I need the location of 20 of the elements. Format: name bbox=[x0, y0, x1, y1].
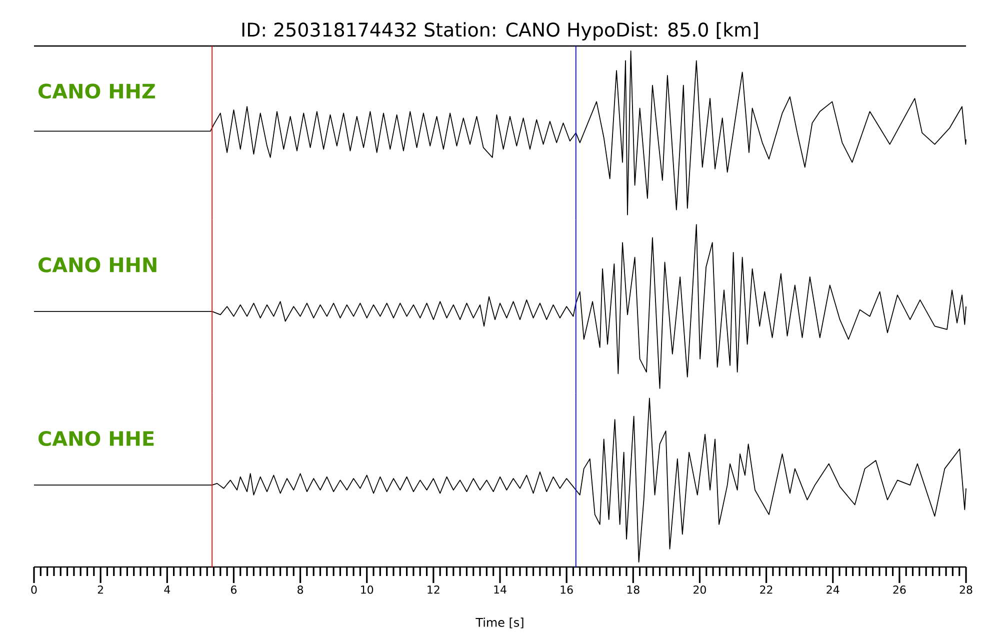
series-label: CANO HHZ bbox=[38, 84, 156, 99]
x-tick-label: 0 bbox=[31, 586, 37, 594]
x-tick-label: 12 bbox=[428, 586, 440, 594]
x-tick-label: 26 bbox=[893, 586, 906, 594]
series-label: CANO HHN bbox=[38, 257, 156, 272]
x-tick-label: 2 bbox=[98, 586, 103, 594]
x-tick-label: 14 bbox=[494, 586, 506, 594]
x-tick-label: 8 bbox=[298, 586, 304, 594]
x-tick-label: 24 bbox=[826, 586, 840, 594]
series-label: CANO HHE bbox=[38, 430, 154, 446]
x-tick-label: 22 bbox=[760, 586, 772, 594]
x-tick-label: 16 bbox=[560, 586, 573, 594]
x-tick-label: 6 bbox=[230, 586, 237, 594]
x-axis-title: Time [s] bbox=[476, 618, 524, 628]
chart-title: ID: 250318174432 Station: CANO HypoDist: 85.0 [km] bbox=[242, 22, 758, 40]
x-tick-label: 10 bbox=[361, 586, 374, 594]
x-tick-label: 18 bbox=[627, 586, 640, 594]
x-tick-label: 4 bbox=[164, 586, 170, 594]
x-tick-label: 28 bbox=[960, 586, 972, 594]
x-tick-label: 20 bbox=[694, 586, 706, 594]
